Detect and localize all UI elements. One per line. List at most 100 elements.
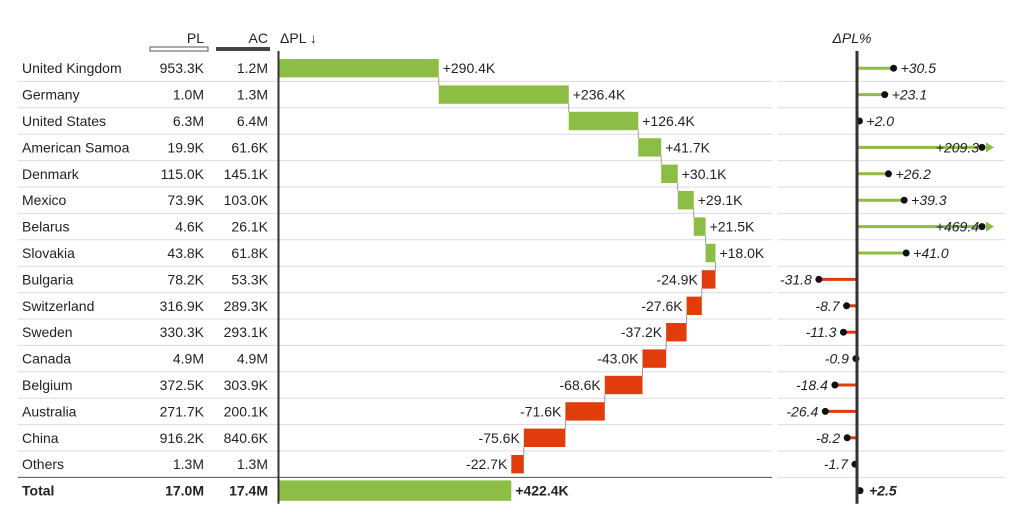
percent-pin-dot	[843, 434, 851, 442]
row-label: Bulgaria	[22, 271, 74, 287]
row-label: China	[22, 430, 59, 446]
overflow-arrow-icon	[986, 221, 994, 232]
waterfall-bar	[666, 323, 687, 342]
ac-value: 61.6K	[231, 139, 268, 155]
delta-pl-percent-label: +39.3	[911, 192, 947, 208]
row-label: Canada	[22, 351, 71, 367]
total-bar	[279, 480, 512, 501]
pl-value: 73.9K	[167, 192, 204, 208]
delta-pl-label: +29.1K	[698, 192, 743, 208]
pl-value: 115.0K	[161, 166, 205, 182]
row-label: Slovakia	[22, 245, 75, 261]
ac-value: 303.9K	[224, 377, 269, 393]
delta-pl-percent-label: +469.4	[936, 219, 979, 235]
delta-pl-label: +30.1K	[682, 166, 727, 182]
pl-value: 4.6K	[175, 219, 204, 235]
percent-pins	[815, 64, 994, 495]
waterfall-bar	[279, 59, 439, 78]
delta-pl-column-header: ΔPL ↓	[280, 30, 317, 46]
delta-pl-percent-label: -0.9	[825, 351, 849, 367]
delta-pl-percent-label: -8.7	[815, 298, 840, 314]
row-label: Denmark	[22, 166, 80, 182]
ac-value: 1.3M	[237, 456, 268, 472]
percent-pin-dot	[902, 249, 910, 257]
delta-pl-percent-label: +41.0	[913, 245, 949, 261]
pl-column-header: PL	[187, 30, 204, 46]
waterfall-bar	[523, 428, 566, 447]
pl-value: 316.9K	[160, 298, 205, 314]
delta-pl-label: -75.6K	[479, 430, 521, 446]
waterfall-bar	[701, 270, 716, 289]
delta-pl-percent-label: +30.5	[901, 60, 937, 76]
delta-pl-label: -27.6K	[641, 298, 683, 314]
delta-pl-percent-label: -11.3	[806, 324, 837, 340]
ac-value: 26.1K	[231, 219, 268, 235]
waterfall-bar	[705, 243, 716, 263]
percent-pin-dot	[839, 328, 847, 336]
delta-pl-label: -43.0K	[597, 351, 639, 367]
delta-pl-percent-label: +23.1	[892, 87, 927, 103]
pl-value: 19.9K	[167, 139, 204, 155]
delta-pl-percent-label: -1.7	[824, 456, 849, 472]
delta-pl-label: +18.0K	[719, 245, 764, 261]
waterfall-bar	[604, 375, 643, 395]
ac-value: 6.4M	[237, 113, 268, 129]
percent-pin-dot	[821, 407, 829, 415]
row-label: Belgium	[22, 377, 73, 393]
row-separators	[18, 80, 1005, 478]
total-pl-value: 17.0M	[165, 483, 204, 499]
delta-pl-label: -37.2K	[621, 324, 663, 340]
pl-value: 78.2K	[167, 271, 204, 287]
delta-pl-percent-label: -26.4	[786, 403, 818, 419]
delta-pl-label: +290.4K	[443, 60, 496, 76]
row-label: Others	[22, 456, 64, 472]
ac-value: 145.1K	[224, 166, 269, 182]
waterfall-bar	[565, 402, 605, 421]
pl-value: 1.3M	[173, 456, 204, 472]
overflow-arrow-icon	[986, 142, 994, 153]
delta-pl-label: -24.9K	[657, 271, 699, 287]
delta-pl-percent-label: +209.3	[936, 139, 979, 155]
pl-header-marker	[149, 46, 209, 52]
pl-value: 953.3K	[160, 60, 205, 76]
waterfall-bar	[686, 296, 702, 315]
ac-value: 289.3K	[224, 298, 269, 314]
waterfall-bar	[638, 138, 662, 157]
pl-value: 330.3K	[160, 324, 205, 340]
ac-value: 61.8K	[231, 245, 268, 261]
delta-pl-label: +126.4K	[642, 113, 695, 129]
percent-pin-dot	[831, 381, 839, 389]
pl-value: 1.0M	[173, 87, 204, 103]
waterfall-bar	[677, 191, 694, 210]
percent-pin-dot	[978, 143, 986, 151]
waterfall-bar	[568, 111, 639, 131]
delta-pl-percent-label: +26.2	[895, 166, 931, 182]
waterfall-bar	[693, 217, 706, 236]
pl-value: 372.5K	[160, 377, 205, 393]
ac-value: 53.3K	[231, 271, 268, 287]
total-delta-pl-label: +422.4K	[515, 483, 568, 499]
ac-value: 4.9M	[237, 351, 268, 367]
percent-pin-dot	[978, 223, 986, 231]
row-label: Belarus	[22, 219, 69, 235]
row-label: American Samoa	[22, 139, 130, 155]
delta-pl-label: -22.7K	[466, 456, 508, 472]
row-label: Australia	[22, 403, 77, 419]
delta-pl-percent-label: -18.4	[796, 377, 828, 393]
percent-pin-dot	[843, 302, 851, 310]
percent-pin-dot	[881, 91, 889, 99]
delta-pl-percent-label: -8.2	[816, 430, 840, 446]
row-label: Germany	[22, 87, 80, 103]
waterfall-bar	[511, 455, 524, 474]
ac-value: 840.6K	[224, 430, 269, 446]
pl-value: 916.2K	[160, 430, 205, 446]
ac-value: 200.1K	[224, 403, 269, 419]
ac-column-header: AC	[249, 30, 268, 46]
delta-pl-percent-label: -31.8	[780, 271, 812, 287]
row-label: United States	[22, 113, 106, 129]
waterfall-bar	[661, 164, 678, 183]
total-label: Total	[22, 483, 54, 499]
percent-pin-dot	[815, 275, 823, 283]
row-label: Mexico	[22, 192, 67, 208]
